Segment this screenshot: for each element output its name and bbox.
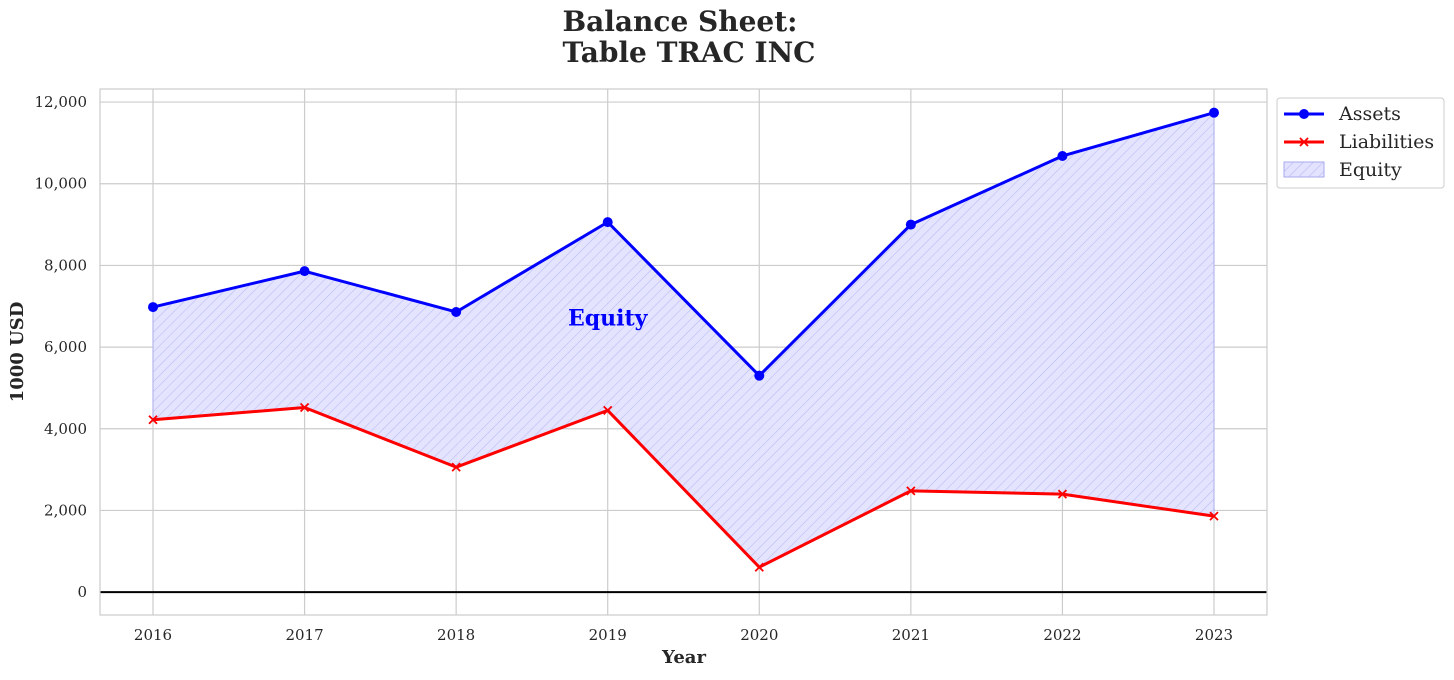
legend-liabilities-marker: [1299, 137, 1309, 147]
chart-title-line2: Table TRAC INC: [563, 36, 816, 69]
assets-point-2017: [299, 266, 310, 277]
y-tick-label-6: 12,000: [35, 93, 88, 111]
y-tick-label-4: 8,000: [44, 256, 87, 274]
tick-labels: 0 2,000 4,000 6,000 8,000 10,000 12,000 2016 201…: [35, 93, 1234, 644]
legend-item-liabilities: Liabilities: [1284, 131, 1434, 153]
legend: Assets Liabilities Equity: [1276, 97, 1445, 189]
annotation-layer: Equity: [568, 306, 649, 332]
liabilities-point-2019: [603, 405, 613, 416]
x-tick-label-2019: 2019: [589, 626, 627, 644]
equity-fill-area: [152, 112, 1215, 568]
y-tick-label-3: 6,000: [44, 338, 87, 356]
assets-point-2020: [754, 370, 765, 381]
assets-line: [152, 111, 1215, 378]
y-tick-label-2: 4,000: [44, 420, 87, 438]
legend-equity-label: Equity: [1339, 159, 1402, 181]
equity-fill-layer: [152, 112, 1215, 568]
legend-assets-marker: [1299, 109, 1309, 119]
liabilities-point-2023: [1209, 511, 1219, 521]
assets-point-2019: [602, 217, 613, 228]
liabilities-point-2016: [148, 415, 158, 425]
plot-frame: [99, 88, 1268, 616]
assets-point-2018: [451, 306, 462, 317]
x-tick-label-2018: 2018: [437, 626, 475, 644]
liabilities-point-2017: [299, 402, 310, 413]
assets-point-2016: [148, 302, 158, 313]
series-layer: [148, 107, 1219, 572]
x-axis-label: Year: [661, 647, 706, 668]
liabilities-point-2018: [451, 462, 461, 472]
equity-annotation: Equity: [568, 306, 649, 332]
x-tick-label-2021: 2021: [892, 626, 930, 644]
y-tick-label-0: 0: [77, 583, 87, 601]
liabilities-point-2022: [1057, 489, 1068, 499]
assets-point-2023: [1209, 107, 1219, 118]
x-tick-label-2017: 2017: [285, 626, 323, 644]
x-tick-label-2023: 2023: [1195, 626, 1233, 644]
x-tick-label-2020: 2020: [740, 626, 778, 644]
chart-title-line1: Balance Sheet:: [562, 5, 797, 38]
y-axis-label: 1000 USD: [7, 302, 28, 403]
legend-liabilities-label: Liabilities: [1339, 131, 1434, 153]
liabilities-point-2021: [906, 486, 916, 496]
liabilities-line: [152, 406, 1215, 569]
liabilities-point-2020: [754, 562, 764, 572]
y-tick-label-5: 10,000: [35, 175, 88, 193]
legend-item-assets: Assets: [1284, 103, 1401, 125]
x-tick-label-2016: 2016: [134, 626, 172, 644]
y-tick-label-1: 2,000: [44, 501, 87, 519]
legend-equity-swatch: [1283, 161, 1325, 178]
legend-item-equity: Equity: [1283, 159, 1402, 181]
legend-assets-label: Assets: [1338, 103, 1401, 125]
assets-point-2022: [1057, 150, 1068, 161]
x-tick-label-2022: 2022: [1043, 626, 1081, 644]
assets-point-2021: [905, 219, 916, 230]
